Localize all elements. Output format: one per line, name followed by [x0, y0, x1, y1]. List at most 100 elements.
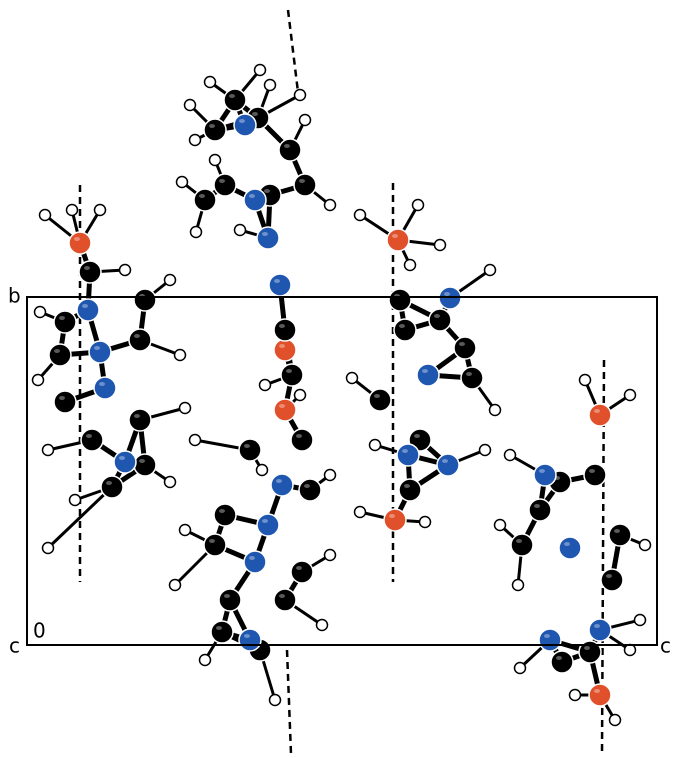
atom	[211, 621, 233, 643]
atom	[539, 629, 561, 651]
atom	[399, 479, 421, 501]
atom-highlight	[239, 119, 245, 123]
atom-highlight	[262, 519, 268, 523]
atom	[384, 509, 406, 531]
hydrogen	[180, 403, 191, 414]
atom	[584, 464, 606, 486]
atom-highlight	[399, 324, 405, 328]
hydrogen	[40, 210, 51, 221]
atom	[274, 399, 296, 421]
atom	[559, 537, 581, 559]
hydrogen	[200, 655, 211, 666]
hydrogen	[170, 580, 181, 591]
hydrogen	[270, 695, 281, 706]
atom-highlight	[304, 484, 310, 488]
atom-highlight	[459, 342, 465, 346]
atom-highlight	[466, 372, 472, 376]
hydrogen	[33, 375, 44, 386]
hydrogen	[325, 200, 336, 211]
hydrogen	[190, 435, 201, 446]
atom	[54, 391, 76, 413]
axis-label: b	[8, 284, 21, 308]
atom	[219, 589, 241, 611]
atom	[291, 561, 313, 583]
atom	[454, 337, 476, 359]
atom	[77, 299, 99, 321]
hydrogen	[435, 240, 446, 251]
atom	[129, 329, 151, 351]
atom-highlight	[139, 459, 145, 463]
atom	[511, 534, 533, 556]
atom	[239, 629, 261, 651]
atom	[134, 454, 156, 476]
atom-highlight	[606, 574, 612, 578]
atom-highlight	[444, 292, 450, 296]
hydrogen	[490, 405, 501, 416]
atom	[589, 619, 611, 641]
atom	[589, 684, 611, 706]
atom	[274, 319, 296, 341]
hydrogen	[495, 520, 506, 531]
hydrogen	[580, 375, 591, 386]
hydrogen	[300, 115, 311, 126]
hydrogen	[265, 80, 276, 91]
hydrogen	[205, 77, 216, 88]
atom-highlight	[296, 434, 302, 438]
atom	[394, 319, 416, 341]
atom	[214, 504, 236, 526]
hydrogen	[513, 580, 524, 591]
atom-highlight	[216, 626, 222, 630]
atom	[534, 464, 556, 486]
hydrogen	[70, 495, 81, 506]
atom	[234, 114, 256, 136]
atom-highlight	[86, 434, 92, 438]
atom-highlight	[134, 414, 140, 418]
hydrogen	[355, 210, 366, 221]
atom-highlight	[374, 394, 380, 398]
atom-highlight	[209, 124, 215, 128]
atom	[417, 364, 439, 386]
atom-highlight	[544, 634, 550, 638]
crystal-packing-figure: b c 0 c	[0, 0, 673, 754]
hydrogen	[165, 477, 176, 488]
atom-highlight	[264, 189, 270, 193]
hydrogen	[43, 543, 54, 554]
atom	[194, 189, 216, 211]
hydrogen	[177, 177, 188, 188]
hydrogen	[235, 225, 246, 236]
atom-highlight	[54, 349, 60, 353]
atom-highlight	[219, 509, 225, 513]
hydrogen	[210, 155, 221, 166]
atom-highlight	[434, 314, 440, 318]
atom-highlight	[74, 237, 80, 241]
atom-highlight	[539, 469, 545, 473]
hydrogen	[43, 445, 54, 456]
atom-highlight	[279, 404, 285, 408]
axis-label: c	[660, 634, 671, 658]
hydrogen	[570, 690, 581, 701]
hydrogen	[295, 90, 306, 101]
atom-highlight	[274, 279, 280, 283]
atom-highlight	[229, 94, 235, 98]
atom-highlight	[94, 346, 100, 350]
hydrogen	[370, 440, 381, 451]
hydrogen	[180, 525, 191, 536]
hydrogen	[505, 450, 516, 461]
atom-highlight	[209, 539, 215, 543]
atom-highlight	[276, 479, 282, 483]
atom	[437, 454, 459, 476]
atom	[529, 499, 551, 521]
hydrogen	[120, 265, 131, 276]
hydrogen	[191, 227, 202, 238]
atom-highlight	[389, 514, 395, 518]
atom	[281, 364, 303, 386]
atom	[551, 651, 573, 673]
atom-highlight	[414, 434, 420, 438]
atom	[274, 339, 296, 361]
atom-highlight	[119, 456, 125, 460]
atom-highlight	[404, 484, 410, 488]
atom	[134, 289, 156, 311]
hydrogen	[610, 715, 621, 726]
atom	[271, 474, 293, 496]
atom	[461, 367, 483, 389]
